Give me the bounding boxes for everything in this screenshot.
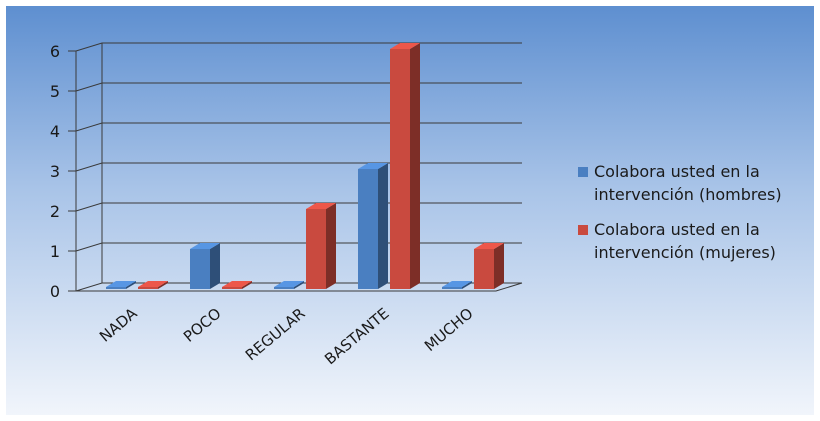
bar-front (222, 287, 242, 289)
floor-edge (76, 282, 523, 292)
bars (106, 43, 504, 289)
y-tick-label-6: 6 (50, 42, 60, 61)
bar-front (138, 287, 158, 289)
bar-top (190, 243, 220, 249)
bar-poco-mujeres (222, 281, 252, 289)
bar-side (210, 243, 220, 289)
legend-label-mujeres: Colabora usted en la intervención (mujer… (594, 220, 776, 262)
bar-side (326, 203, 336, 289)
bar-side (158, 281, 168, 289)
bar-side (242, 281, 252, 289)
bar-top (474, 243, 504, 249)
bar-nada-hombres (106, 281, 136, 289)
bar-top (306, 203, 336, 209)
legend-item-mujeres: Colabora usted en la intervención (mujer… (578, 218, 818, 264)
bar-top (274, 281, 304, 287)
bar-side (126, 281, 136, 289)
bar-front (190, 249, 210, 289)
bar-front (306, 209, 326, 289)
legend: Colabora usted en la intervención (hombr… (578, 160, 818, 276)
bar-side (494, 243, 504, 289)
bar-top (106, 281, 136, 287)
bar-side (378, 163, 388, 289)
bar-top (222, 281, 252, 287)
y-tick-label-4: 4 (50, 122, 60, 141)
bar-regular-hombres (274, 281, 304, 289)
bar-bastante-hombres (358, 163, 388, 289)
legend-item-hombres: Colabora usted en la intervención (hombr… (578, 160, 818, 206)
bar-nada-mujeres (138, 281, 168, 289)
bar-mucho-mujeres (474, 243, 504, 289)
y-tick-label-0: 0 (50, 282, 60, 301)
bar-side (294, 281, 304, 289)
chart-frame: 0 1 2 3 4 5 6 NADA POCO REGULAR BASTANTE MUCHO Cola… (6, 6, 814, 415)
bar-regular-mujeres (306, 203, 336, 289)
bar-side (462, 281, 472, 289)
bar-side (410, 43, 420, 289)
bar-top (442, 281, 472, 287)
bar-mucho-hombres (442, 281, 472, 289)
bar-top (138, 281, 168, 287)
bar-top (390, 43, 420, 49)
bar-front (106, 287, 126, 289)
bar-front (442, 287, 462, 289)
bar-poco-hombres (190, 243, 220, 289)
y-tick-label-5: 5 (50, 82, 60, 101)
bar-front (358, 169, 378, 289)
bar-bastante-mujeres (390, 43, 420, 289)
bar-top (358, 163, 388, 169)
y-tick-label-3: 3 (50, 162, 60, 181)
bar-front (474, 249, 494, 289)
bar-front (390, 49, 410, 289)
legend-swatch-mujeres (578, 225, 588, 235)
y-tick-label-1: 1 (50, 242, 60, 261)
legend-label-hombres: Colabora usted en la intervención (hombr… (594, 162, 782, 204)
y-tick-label-2: 2 (50, 202, 60, 221)
legend-swatch-hombres (578, 167, 588, 177)
bar-front (274, 287, 294, 289)
